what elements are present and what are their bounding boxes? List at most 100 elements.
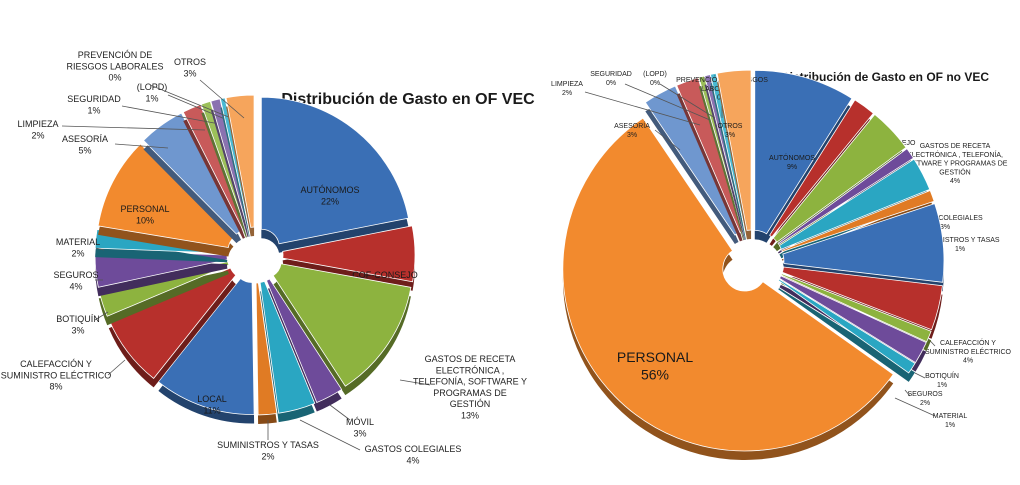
slice-label-asesoria: ASESORÍA 3% — [614, 121, 650, 139]
pie-slice-asesoria: ASESORÍA 5% — [62, 112, 242, 244]
slice-label-gastos-colegiales: GASTOS COLEGIALES 4% — [365, 444, 462, 465]
slice-label-lopd: (LOPD) 0% — [643, 71, 667, 87]
pie-slice-top — [782, 203, 945, 283]
slice-name-label: SEGUROS — [907, 391, 942, 398]
slice-name-label: ASESORÍA — [62, 134, 108, 144]
slice-name-label: TELEFONÍA, SOFTWARE Y — [413, 377, 527, 387]
slice-label-prevencion-de-riesgos-laborales: PREVENCIÓN DE RIESGOS LABORALES 0% — [66, 50, 163, 83]
pie-slice-otros: OTROS 3% — [716, 69, 752, 240]
leader-line — [167, 94, 233, 123]
pie-slice-side — [676, 86, 743, 242]
pie-slice-suministros-y-tasas: SUMINISTROS Y TASAS 2% — [217, 282, 319, 461]
pie-slice-side — [183, 113, 245, 239]
pie-slice-top — [282, 225, 416, 283]
pie-slice-top — [97, 143, 235, 248]
pie-slice-top — [778, 275, 927, 364]
slice-label-personal: PERSONAL 10% — [120, 204, 169, 225]
slice-label-material: MATERIAL 2% — [56, 237, 100, 258]
slice-label-lopd: (LOPD) 1% — [137, 82, 168, 103]
slice-value-label: 9% — [787, 164, 797, 171]
slice-value-label: 56% — [641, 367, 669, 383]
slice-value-label: 4% — [69, 281, 82, 291]
pie-slice-top — [157, 277, 255, 415]
slice-label-calefaccion-y-suministro-electrico: CALEFACCIÓN Y SUMINISTRO ELÉCTRICO 8% — [1, 359, 112, 392]
leader-line — [894, 397, 936, 417]
slice-name-label: BOTIQUÍN — [925, 371, 959, 380]
slice-value-label: 3% — [725, 132, 735, 139]
leader-line — [94, 311, 109, 321]
slice-label-botiquin: BOTIQUÍN 1% — [925, 371, 959, 389]
pie-slice-autonomos: AUTÓNOMOS 9% — [754, 69, 853, 243]
slice-label-asesoria: ASESORÍA 5% — [62, 134, 108, 155]
slice-value-label: 10% — [136, 215, 154, 225]
slice-name-label: MATERIAL — [933, 413, 968, 420]
pie-slice-personal: PERSONAL 56% — [562, 117, 894, 460]
slice-value-label: 4% — [406, 455, 419, 465]
pie-slice-top — [777, 278, 916, 374]
slice-name-label: ELECTRÓNICA , — [436, 365, 505, 375]
slice-name-label: RIESGOS LABORALES — [66, 61, 163, 71]
pie-slice-side — [698, 85, 744, 241]
pie-slice-top — [225, 94, 255, 228]
pie-slice-top — [259, 280, 316, 414]
pie-slice-top — [644, 85, 740, 236]
pie-slice-top — [781, 266, 943, 331]
pie-slice-local: LOCAL 11% — [157, 277, 255, 424]
pie-slice-otros: OTROS 3% — [174, 57, 255, 237]
slice-name-label: CALEFACCIÓN Y — [940, 338, 996, 347]
leader-line — [659, 83, 716, 119]
pie-slice-side — [710, 82, 746, 240]
slice-name-label: AUTÓNOMOS — [300, 185, 359, 195]
pie-slice-top — [754, 69, 853, 235]
slice-label-otros: OTROS 3% — [174, 57, 206, 78]
slice-name-label: SUMINISTROS Y TASAS — [217, 440, 319, 450]
pie-slice-top — [142, 112, 242, 235]
slice-value-label: 4% — [963, 358, 973, 365]
pie-slice-top — [778, 158, 931, 250]
slice-name-label: SUMINISTRO ELÉCTRICO — [925, 347, 1012, 356]
slice-label-autonomos: AUTÓNOMOS 9% — [769, 153, 815, 171]
pie-slice-autonomos: AUTÓNOMOS 22% — [260, 96, 409, 253]
slice-name-label: PERSONAL — [120, 204, 169, 214]
slice-value-label: 0% — [606, 80, 616, 87]
pie-slice-side — [98, 270, 229, 326]
pie-slice-cof-consejo: COF-CONSEJO6% — [282, 225, 418, 291]
pie-slice-gastos-de-receta-electronica-telefonia-software-y-programas-de-gestion: GASTOS DE RECETA ELECTRÓNICA , TELEFONÍA,… — [772, 113, 1008, 252]
slice-value-label: 3% — [940, 224, 950, 231]
slice-name-label: SEGURIDAD — [590, 71, 632, 78]
slice-name-label: LOCAL — [197, 394, 227, 404]
slice-value-label: 11% — [203, 405, 220, 415]
slice-name-label: ASESORÍA — [614, 121, 650, 130]
slice-name-label: LIMPIEZA — [551, 81, 583, 88]
slice-name-label: OTROS — [718, 123, 743, 130]
slice-name-label: GASTOS COLEGIALES — [365, 444, 462, 454]
pie-slice-top — [260, 96, 409, 245]
slice-name-label: COF-CONSEJO — [352, 270, 418, 280]
slice-label-gastos-de-receta-electronica-telefonia-software-y-programas-de-gestion: GASTOS DE RECETA ELECTRÓNICA , TELEFONÍA, … — [413, 354, 527, 420]
slice-value-label: 2% — [261, 451, 274, 461]
slice-value-label: 8% — [49, 382, 62, 392]
slice-name-label: GESTIÓN — [939, 167, 971, 176]
slice-name-label: BOTIQUÍN — [56, 314, 100, 324]
slice-value-label: 1% — [937, 382, 947, 389]
slice-value-label: 22% — [321, 196, 339, 206]
chart-title-no-vec: Distribución de Gasto en OF no VEC — [781, 70, 989, 84]
leader-line — [584, 91, 701, 126]
slice-label-autonomos: AUTÓNOMOS 22% — [300, 185, 359, 206]
pie-slice-personal: PERSONAL 10% — [97, 143, 235, 257]
pie-slice-top — [108, 267, 237, 379]
leader-line — [299, 419, 361, 451]
slice-name-label: LIMPIEZA — [17, 119, 58, 129]
slice-name-label: SEGURIDAD — [67, 94, 121, 104]
slice-label-limpieza: LIMPIEZA 2% — [17, 119, 58, 140]
slice-label-botiquin: BOTIQUÍN 3% — [56, 314, 100, 335]
slice-value-label: 2% — [920, 400, 930, 407]
slice-name-label: MÓVIL — [346, 417, 374, 427]
pie-slice-gastos-de-receta-electronica-telefonia-software-y-programas-de-gestion: GASTOS DE RECETA ELECTRÓNICA , TELEFONÍA, … — [272, 263, 527, 420]
slice-name-label: AUTÓNOMOS — [769, 153, 815, 162]
pie-slice-top — [265, 278, 343, 404]
slice-value-label: 0% — [108, 73, 121, 83]
